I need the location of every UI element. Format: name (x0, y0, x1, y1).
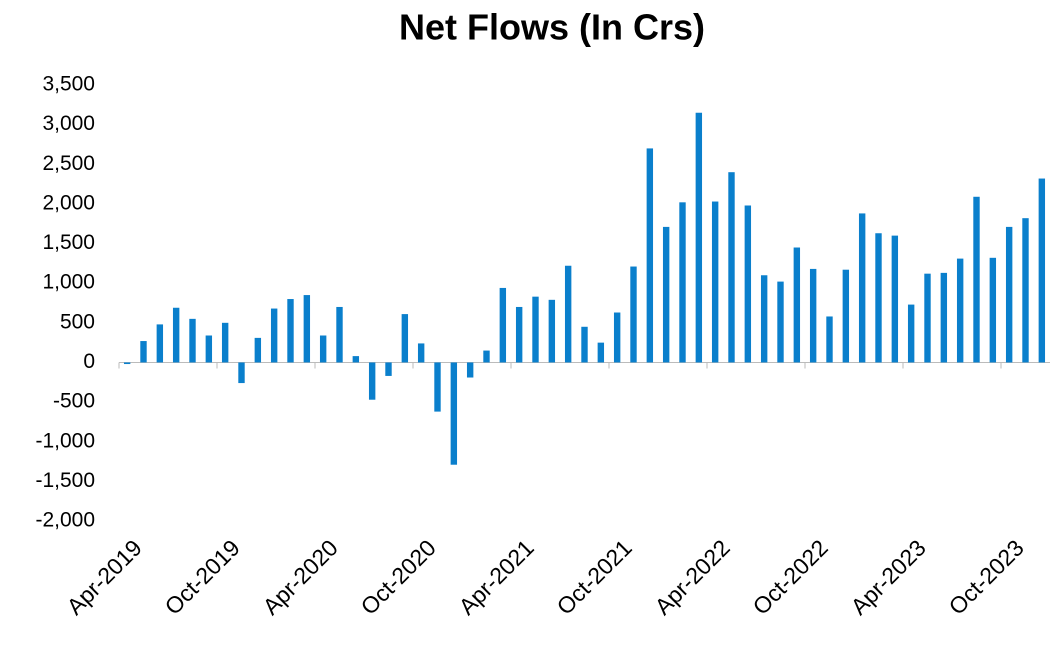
y-tick-label: 1,000 (42, 271, 95, 294)
y-tick-label: 1,500 (42, 231, 95, 254)
y-tick-label: -1,000 (35, 429, 95, 452)
bar (287, 299, 294, 363)
bar (581, 326, 588, 363)
bar (1038, 178, 1046, 363)
bar (630, 266, 637, 363)
bar (679, 202, 686, 363)
bar (744, 205, 752, 363)
bar (417, 343, 425, 363)
bar (597, 342, 605, 363)
y-tick-label: -500 (53, 390, 95, 413)
bar (270, 308, 278, 363)
bar (434, 362, 441, 412)
x-tick-label: Oct-2021 (552, 534, 637, 619)
bar (989, 257, 997, 363)
bar (564, 265, 572, 363)
x-tick-label: Apr-2020 (258, 534, 343, 619)
bar (613, 312, 621, 363)
bar (711, 201, 719, 363)
bar (826, 316, 833, 363)
y-tick-label: -1,500 (35, 469, 95, 492)
bar (205, 335, 213, 363)
bar (924, 273, 931, 363)
bar (303, 295, 311, 363)
x-tick-label: Apr-2021 (454, 534, 539, 619)
bar (973, 196, 980, 363)
bar (238, 362, 245, 384)
x-tick-label: Oct-2023 (944, 534, 1029, 619)
bar (499, 287, 507, 363)
bar (956, 258, 964, 363)
bar (891, 235, 899, 363)
bar (858, 213, 866, 363)
bar (189, 318, 196, 363)
bar (907, 304, 915, 363)
bar (515, 306, 523, 363)
bar (368, 362, 376, 400)
bar (842, 269, 850, 363)
y-tick-label: 0 (83, 350, 95, 373)
bar (662, 226, 670, 363)
bar (352, 356, 360, 363)
bar (875, 233, 882, 363)
bar (760, 275, 768, 363)
bar (319, 335, 327, 363)
bar (254, 337, 262, 363)
x-tick-label: Oct-2019 (160, 534, 245, 619)
y-tick-label: 2,500 (42, 152, 95, 175)
x-tick-label: Apr-2023 (846, 534, 931, 619)
bar (548, 299, 556, 363)
y-tick-label: -2,000 (35, 509, 95, 532)
bar (809, 268, 817, 363)
x-tick-label: Oct-2020 (356, 534, 441, 619)
bar (401, 314, 409, 363)
y-tick-label: 500 (60, 310, 95, 333)
bar (1022, 218, 1029, 363)
bar (793, 247, 801, 363)
x-tick-label: Oct-2022 (748, 534, 833, 619)
bar (385, 362, 392, 376)
chart-title: Net Flows (In Crs) (399, 7, 705, 48)
bar (123, 362, 131, 365)
y-tick-label: 3,000 (42, 112, 95, 135)
bar (532, 296, 539, 363)
bar (221, 322, 229, 363)
bar (466, 362, 474, 378)
y-tick-label: 3,500 (42, 73, 95, 96)
bar (450, 362, 458, 465)
bar (156, 324, 164, 363)
bar (336, 306, 343, 363)
bar (1005, 226, 1013, 363)
x-tick-label: Apr-2022 (650, 534, 735, 619)
bar (728, 172, 735, 363)
bar (777, 281, 784, 363)
bar (695, 112, 703, 363)
y-tick-label: 2,000 (42, 191, 95, 214)
bar (172, 307, 180, 363)
bar (483, 350, 490, 363)
bar (140, 341, 147, 363)
x-tick-label: Apr-2019 (62, 534, 147, 619)
bar (646, 148, 654, 363)
bar (940, 272, 948, 363)
